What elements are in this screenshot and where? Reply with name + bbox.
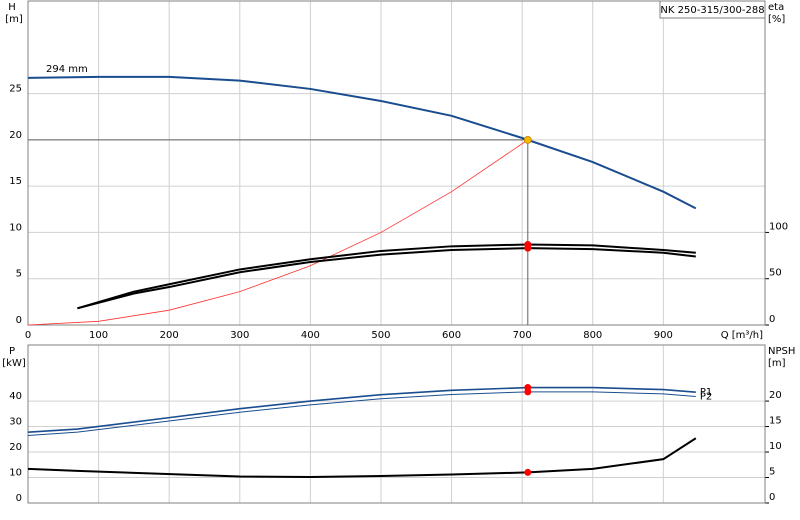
series-line bbox=[27, 391, 696, 436]
x-tick-label: 100 bbox=[89, 330, 108, 341]
x-tick-label: 600 bbox=[442, 330, 461, 341]
x-label: Q [m³/h] bbox=[721, 330, 763, 341]
y-label: H bbox=[8, 2, 16, 13]
chart-title: NK 250-315/300-288 bbox=[660, 5, 764, 16]
plot-frame bbox=[27, 0, 766, 326]
series-label: 294 mm bbox=[46, 64, 88, 75]
y2-tick-label: 20 bbox=[769, 390, 782, 401]
point-marker bbox=[524, 468, 532, 476]
y-tick-label: 30 bbox=[9, 417, 22, 428]
y2-tick-label: 0 bbox=[769, 492, 775, 503]
y2-unit: [%] bbox=[768, 14, 785, 25]
point-marker bbox=[523, 135, 532, 144]
x-tick-label: 800 bbox=[583, 330, 602, 341]
y-tick-label: 5 bbox=[16, 269, 22, 280]
point-marker bbox=[524, 244, 532, 252]
x-tick-label: 500 bbox=[371, 330, 390, 341]
y2-tick-label: 15 bbox=[769, 416, 782, 427]
point-marker bbox=[524, 388, 532, 396]
y2-unit: [m] bbox=[768, 358, 786, 369]
y-tick-label: 10 bbox=[9, 222, 22, 233]
x-tick-label: 0 bbox=[25, 330, 31, 341]
y2-label: NPSH bbox=[768, 346, 795, 357]
series-line bbox=[27, 75, 697, 210]
y2-tick-label: 10 bbox=[769, 441, 782, 452]
x-tick-label: 200 bbox=[160, 330, 179, 341]
y2-label: eta bbox=[768, 2, 784, 13]
y-unit: [m] bbox=[5, 14, 23, 25]
series-line bbox=[27, 437, 697, 479]
x-tick-label: 900 bbox=[654, 330, 673, 341]
y-tick-label: 15 bbox=[9, 176, 22, 187]
y2-tick-label: 0 bbox=[769, 314, 775, 325]
y-tick-label: 25 bbox=[9, 84, 22, 95]
y-tick-label: 40 bbox=[9, 391, 22, 402]
y2-tick-label: 100 bbox=[769, 221, 788, 232]
y-tick-label: 20 bbox=[9, 130, 22, 141]
series-label: P2 bbox=[700, 391, 712, 402]
y-tick-label: 20 bbox=[9, 442, 22, 453]
y-tick-label: 10 bbox=[9, 468, 22, 479]
series-line bbox=[77, 243, 696, 310]
x-tick-label: 300 bbox=[230, 330, 249, 341]
series-line bbox=[77, 247, 696, 310]
y-unit: [kW] bbox=[2, 358, 26, 369]
y-tick-label: 0 bbox=[16, 315, 22, 326]
y-tick-label: 0 bbox=[16, 493, 22, 504]
plot-frame bbox=[27, 344, 766, 504]
series-label: P1 bbox=[700, 387, 712, 398]
y-label: P bbox=[9, 346, 15, 357]
x-tick-label: 700 bbox=[513, 330, 532, 341]
series-line bbox=[27, 139, 529, 326]
y2-tick-label: 50 bbox=[769, 268, 782, 279]
y2-tick-label: 5 bbox=[769, 467, 775, 478]
x-tick-label: 400 bbox=[301, 330, 320, 341]
title-box bbox=[659, 0, 766, 19]
series-line bbox=[27, 386, 696, 433]
